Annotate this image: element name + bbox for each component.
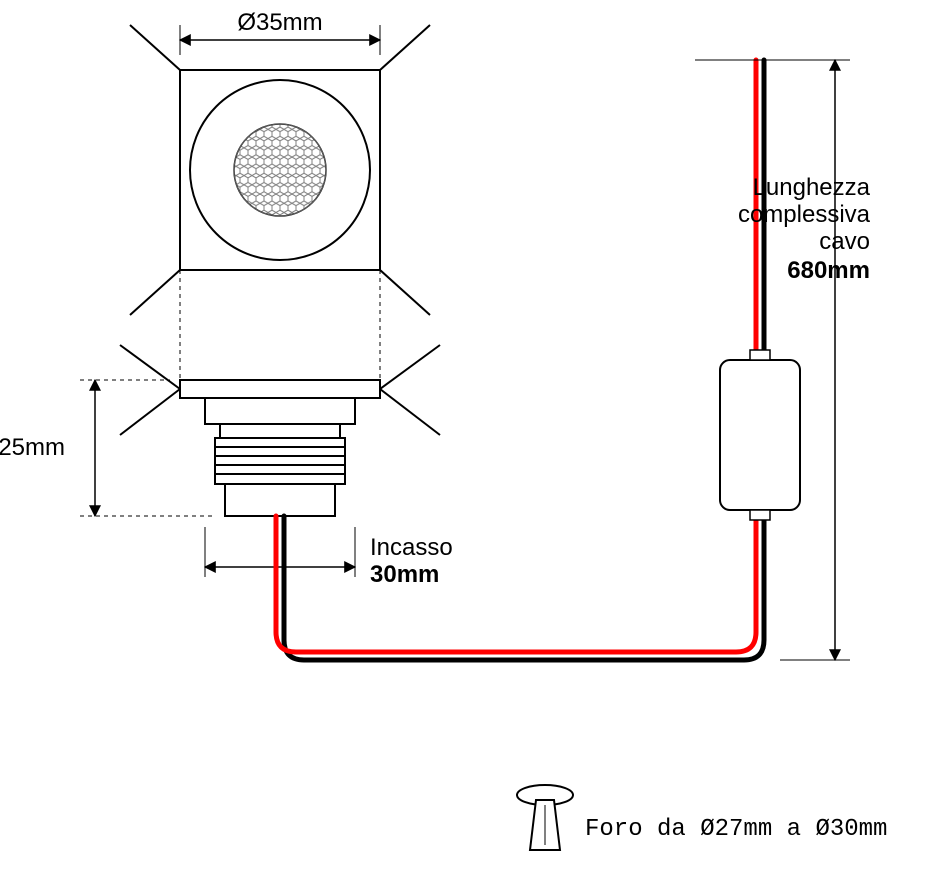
dim-diameter-label: Ø35mm [237,9,322,36]
dim-height-label: 25mm [0,434,65,461]
recess-label-value: 30mm [370,561,439,588]
technical-diagram: Ø35mm 25mm Inca [0,0,940,880]
recess-label-prefix: Incasso [370,534,453,561]
connector-box [720,350,800,520]
cable-label-value: 680mm [787,257,870,284]
hole-label: Foro da Ø27mm a Ø30mm [585,816,887,843]
cable-label-3: cavo [819,228,870,255]
top-view: Ø35mm [130,9,430,315]
cable-label-1: Lunghezza [753,174,871,201]
hole-icon [517,785,573,850]
cable-label-2: complessiva [738,201,871,228]
side-view: 25mm Incasso 30mm [0,345,453,588]
